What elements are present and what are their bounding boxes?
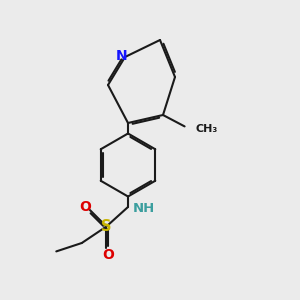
- Text: S: S: [101, 219, 112, 234]
- Text: NH: NH: [133, 202, 155, 215]
- Text: O: O: [80, 200, 91, 214]
- Text: N: N: [116, 49, 127, 62]
- Text: CH₃: CH₃: [195, 124, 217, 134]
- Text: O: O: [102, 248, 114, 262]
